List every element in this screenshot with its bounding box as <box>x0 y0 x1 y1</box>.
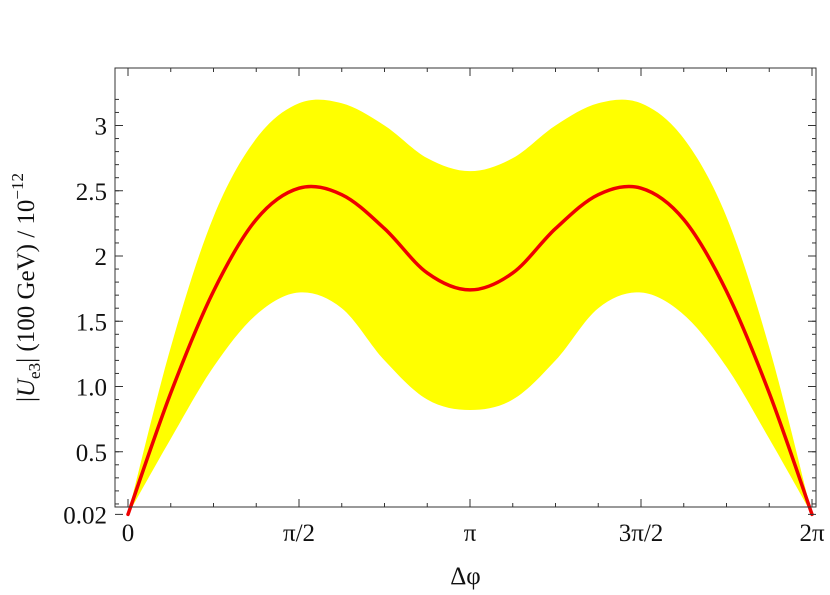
x-tick-label: π <box>464 520 477 547</box>
x-tick-label: 2π <box>799 520 825 547</box>
y-axis-label-part: | (100 GeV) / 10 <box>13 200 40 363</box>
y-axis-label-part: | <box>13 397 40 402</box>
x-tick-label: π/2 <box>283 520 315 547</box>
y-axis-ticks: 0.02 0.5 1.0 1.5 2 2.5 3 <box>63 98 816 529</box>
y-tick-label: 0.02 <box>63 502 107 529</box>
y-tick-label: 1.5 <box>76 309 107 336</box>
y-axis-label-part: e3 <box>25 363 44 379</box>
y-axis-label-part: −12 <box>8 173 27 200</box>
x-axis-ticks: 0 π/2 π 3π/2 2π <box>122 68 825 547</box>
x-tick-label: 3π/2 <box>619 520 664 547</box>
y-axis-label-part: U <box>13 377 40 397</box>
plot-frame <box>114 67 817 508</box>
uncertainty-band <box>128 99 812 515</box>
line-layer <box>126 184 814 517</box>
y-tick-label: 2.5 <box>76 179 107 206</box>
y-tick-label: 3 <box>95 114 108 141</box>
y-tick-label: 1.0 <box>76 375 107 402</box>
x-axis-label: Δφ <box>450 563 481 590</box>
y-tick-label: 0.5 <box>76 440 107 467</box>
band-layer <box>128 99 812 515</box>
x-tick-label: 0 <box>122 520 135 547</box>
y-axis-label: |Ue3| (100 GeV) / 10−12 <box>8 173 44 402</box>
y-tick-label: 2 <box>95 244 108 271</box>
